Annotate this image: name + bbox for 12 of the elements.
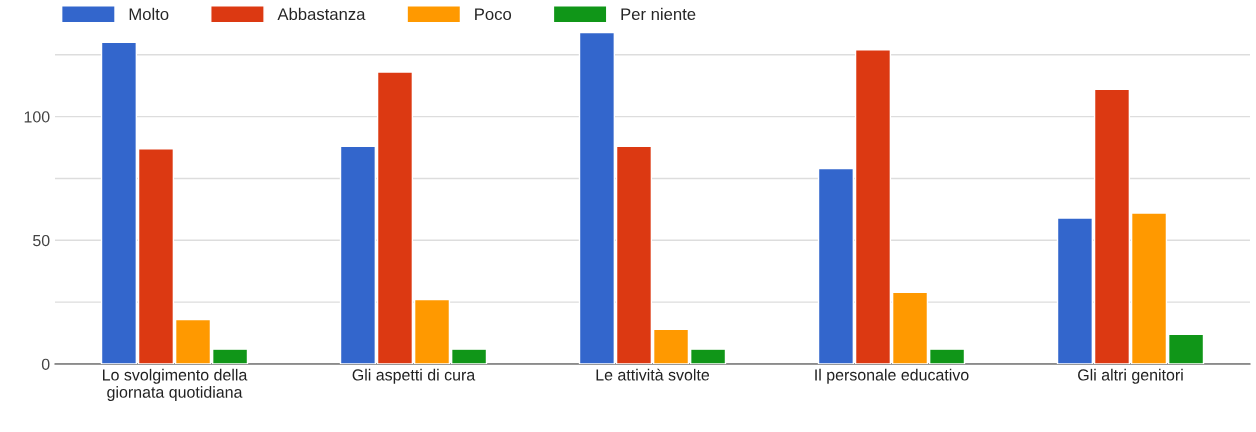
y-tick-label: 0 bbox=[41, 358, 50, 370]
x-tick-label: Gli aspetti di cura bbox=[352, 368, 476, 384]
legend-label: Abbastanza bbox=[277, 7, 366, 21]
legend-label: Molto bbox=[129, 7, 169, 21]
y-tick-label: 50 bbox=[33, 234, 50, 247]
x-tick-label: Le attività svolte bbox=[596, 368, 710, 381]
y-tick-label: 100 bbox=[24, 111, 50, 123]
legend-label: Per niente bbox=[621, 7, 696, 21]
legend-label: Poco bbox=[475, 8, 512, 21]
x-tick-label: Il personale educativo bbox=[815, 368, 969, 384]
x-tick-label: Lo svolgimento della giornata quotidiana bbox=[103, 368, 248, 401]
x-tick-label: Gli altri genitori bbox=[1078, 368, 1183, 384]
